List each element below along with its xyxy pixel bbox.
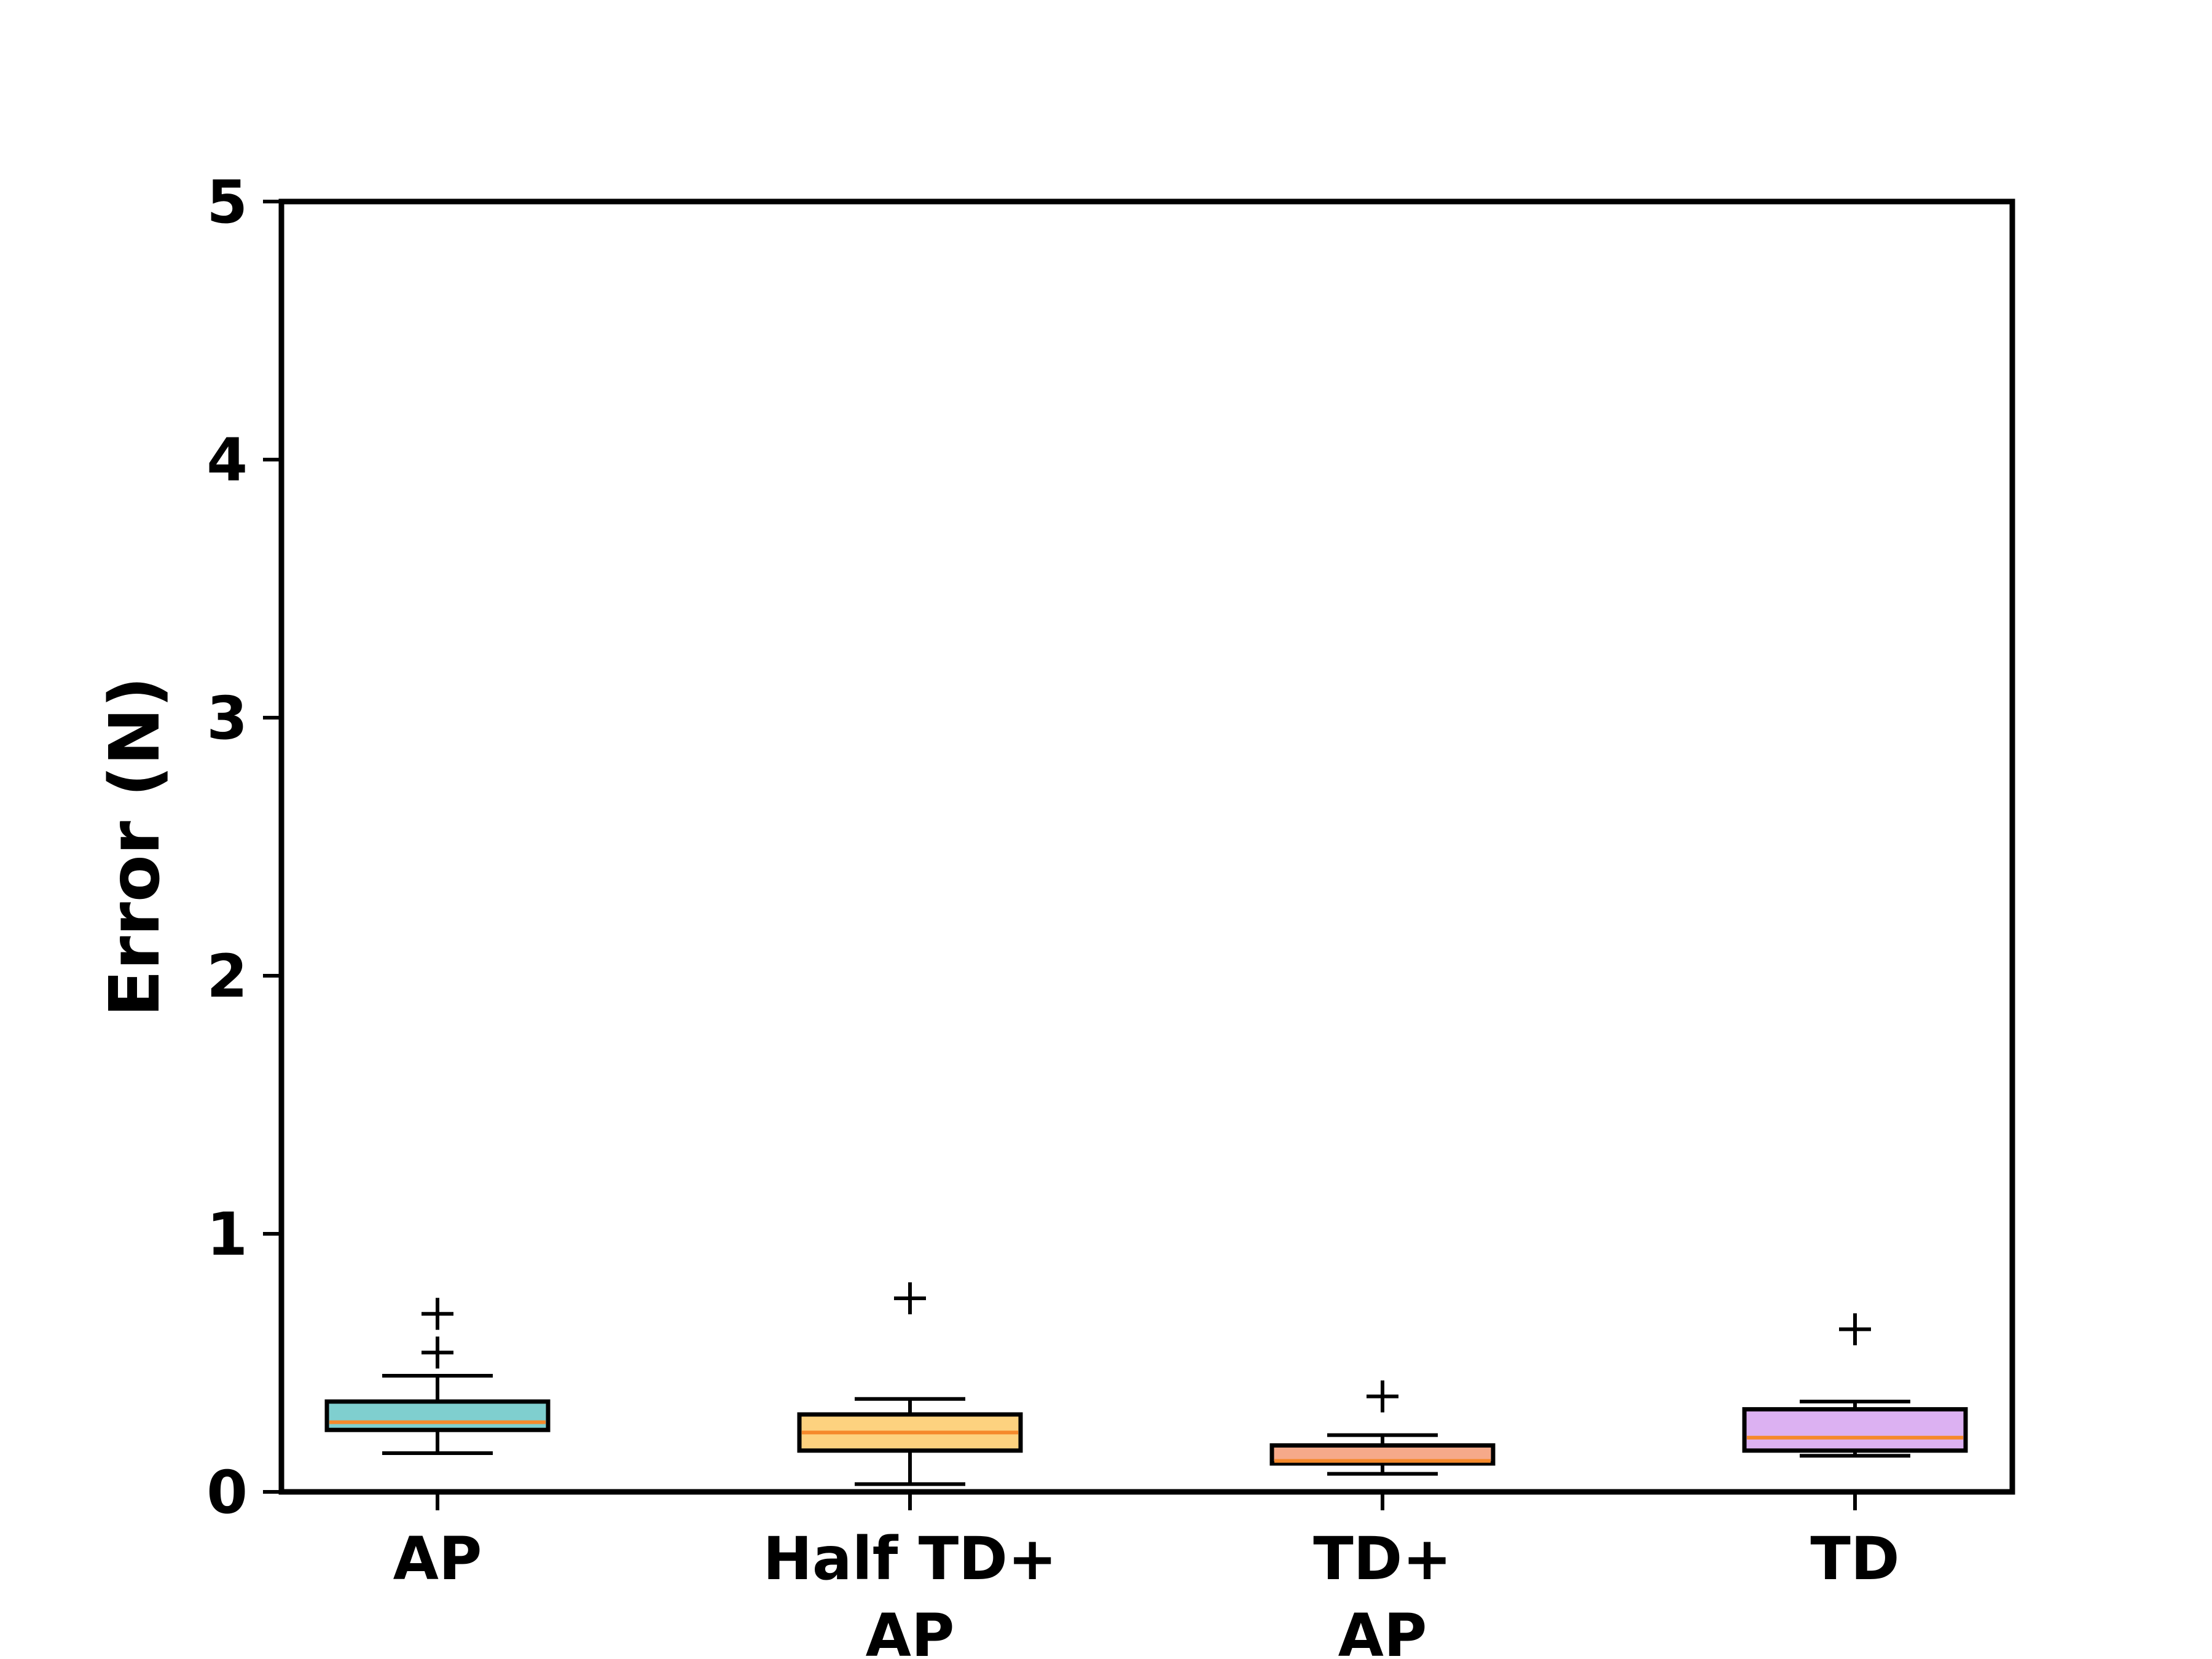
plot-frame xyxy=(278,198,2015,1495)
box-series-4 xyxy=(1742,1313,1968,1458)
x-tick-label: TD xyxy=(1810,1524,1899,1593)
x-tick-label: TD+ xyxy=(1313,1524,1452,1593)
y-tick-label: 3 xyxy=(206,684,248,753)
outlier-marker xyxy=(422,1298,453,1330)
axes: 0 1 2 3 4 5 AP Half TD+ AP TD+ AP TD xyxy=(206,168,1899,1659)
outlier-marker xyxy=(894,1282,926,1314)
y-tick-label: 4 xyxy=(206,426,248,495)
box-series-3 xyxy=(1269,1380,1496,1476)
plot-area xyxy=(324,1282,1968,1486)
x-tick-label: AP xyxy=(1338,1601,1427,1659)
outlier-marker xyxy=(422,1336,453,1369)
iqr-box xyxy=(324,1399,551,1432)
box-series-1 xyxy=(324,1298,551,1455)
y-tick-label: 2 xyxy=(206,942,248,1011)
y-tick-label: 0 xyxy=(206,1458,248,1527)
outlier-marker xyxy=(1367,1380,1398,1413)
x-tick-label: AP xyxy=(393,1524,482,1593)
outlier-marker xyxy=(1839,1313,1871,1346)
box-series-2 xyxy=(797,1282,1023,1486)
y-tick-label: 1 xyxy=(206,1200,248,1269)
y-axis-label: Error (N) xyxy=(95,677,175,1017)
y-tick-label: 5 xyxy=(206,168,248,237)
x-tick-label: Half TD+ xyxy=(763,1524,1057,1593)
x-tick-label: AP xyxy=(866,1601,955,1659)
iqr-box xyxy=(1742,1407,1968,1453)
